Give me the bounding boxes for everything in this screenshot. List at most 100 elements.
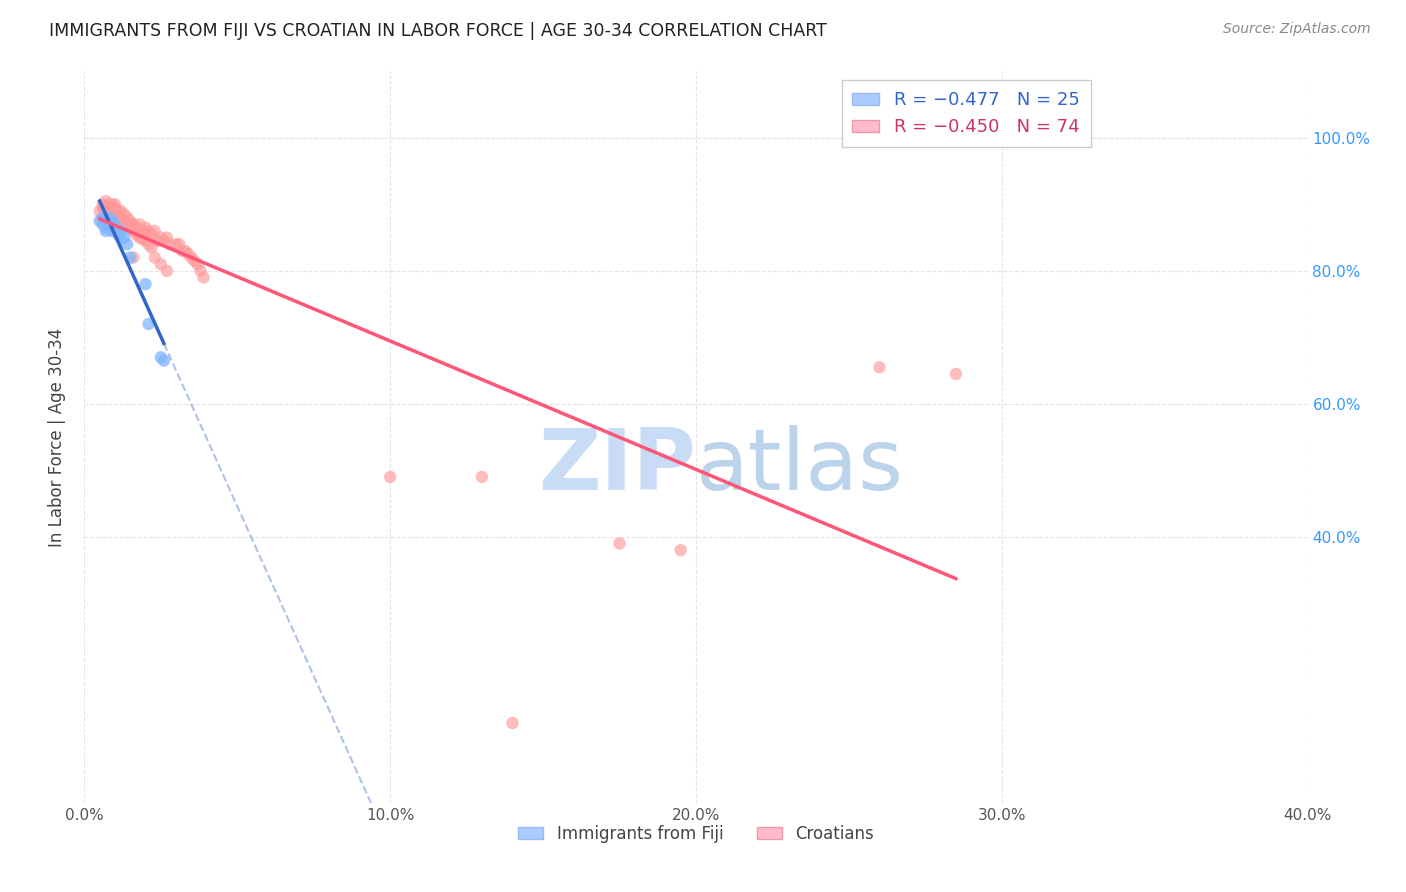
- Point: [107, 224, 129, 238]
- Point: [101, 197, 124, 211]
- Point: [669, 543, 692, 558]
- Point: [141, 241, 163, 255]
- Point: [94, 194, 117, 208]
- Point: [153, 234, 176, 248]
- Point: [149, 257, 172, 271]
- Point: [89, 214, 111, 228]
- Point: [149, 230, 172, 244]
- Point: [120, 251, 142, 265]
- Text: ZIP: ZIP: [538, 425, 696, 508]
- Point: [107, 204, 129, 219]
- Point: [122, 224, 145, 238]
- Point: [104, 197, 127, 211]
- Point: [153, 353, 176, 368]
- Point: [143, 251, 166, 265]
- Point: [91, 217, 114, 231]
- Text: atlas: atlas: [696, 425, 904, 508]
- Point: [97, 201, 120, 215]
- Point: [177, 247, 200, 261]
- Point: [502, 716, 524, 731]
- Point: [110, 214, 132, 228]
- Point: [101, 224, 124, 238]
- Point: [143, 224, 166, 238]
- Y-axis label: In Labor Force | Age 30-34: In Labor Force | Age 30-34: [48, 327, 66, 547]
- Point: [91, 211, 114, 225]
- Point: [112, 217, 135, 231]
- Point: [138, 317, 160, 331]
- Point: [94, 207, 117, 221]
- Point: [104, 211, 127, 225]
- Point: [110, 230, 132, 244]
- Point: [97, 204, 120, 219]
- Point: [89, 204, 111, 219]
- Point: [609, 536, 631, 550]
- Point: [120, 214, 142, 228]
- Point: [110, 224, 132, 238]
- Point: [172, 244, 194, 258]
- Point: [94, 214, 117, 228]
- Point: [94, 201, 117, 215]
- Point: [128, 230, 150, 244]
- Point: [112, 207, 135, 221]
- Point: [165, 237, 187, 252]
- Legend: Immigrants from Fiji, Croatians: Immigrants from Fiji, Croatians: [512, 818, 880, 849]
- Point: [97, 211, 120, 225]
- Point: [112, 214, 135, 228]
- Point: [91, 197, 114, 211]
- Point: [97, 197, 120, 211]
- Point: [101, 217, 124, 231]
- Point: [94, 220, 117, 235]
- Point: [104, 224, 127, 238]
- Point: [869, 360, 891, 375]
- Point: [141, 227, 163, 242]
- Point: [945, 367, 967, 381]
- Point: [125, 220, 148, 235]
- Point: [180, 251, 202, 265]
- Point: [97, 214, 120, 228]
- Point: [104, 201, 127, 215]
- Point: [122, 217, 145, 231]
- Point: [138, 237, 160, 252]
- Point: [186, 257, 208, 271]
- Point: [122, 251, 145, 265]
- Point: [115, 219, 138, 233]
- Point: [159, 237, 181, 252]
- Point: [471, 470, 494, 484]
- Point: [120, 217, 142, 231]
- Point: [110, 211, 132, 225]
- Text: Source: ZipAtlas.com: Source: ZipAtlas.com: [1223, 22, 1371, 37]
- Point: [138, 224, 160, 238]
- Point: [97, 217, 120, 231]
- Point: [135, 220, 157, 235]
- Point: [149, 351, 172, 365]
- Point: [131, 224, 153, 238]
- Point: [107, 211, 129, 226]
- Point: [97, 207, 120, 221]
- Point: [110, 204, 132, 219]
- Point: [101, 207, 124, 221]
- Point: [135, 227, 157, 242]
- Point: [101, 214, 124, 228]
- Point: [156, 230, 179, 244]
- Point: [125, 227, 148, 242]
- Point: [156, 264, 179, 278]
- Point: [135, 277, 157, 292]
- Point: [101, 201, 124, 215]
- Point: [167, 237, 190, 252]
- Point: [120, 220, 142, 235]
- Point: [101, 207, 124, 221]
- Point: [135, 234, 157, 248]
- Point: [380, 470, 402, 484]
- Point: [115, 211, 138, 225]
- Point: [107, 227, 129, 242]
- Point: [94, 201, 117, 215]
- Point: [193, 270, 215, 285]
- Point: [183, 253, 205, 268]
- Point: [112, 230, 135, 244]
- Point: [115, 237, 138, 252]
- Point: [131, 232, 153, 246]
- Point: [128, 217, 150, 231]
- Point: [94, 224, 117, 238]
- Text: IMMIGRANTS FROM FIJI VS CROATIAN IN LABOR FORCE | AGE 30-34 CORRELATION CHART: IMMIGRANTS FROM FIJI VS CROATIAN IN LABO…: [49, 22, 827, 40]
- Point: [104, 214, 127, 228]
